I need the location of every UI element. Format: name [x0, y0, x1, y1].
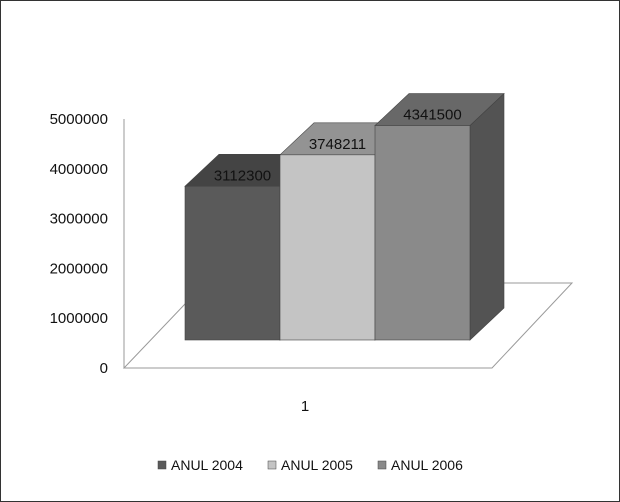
legend-swatch	[377, 460, 387, 470]
bar-side-face	[469, 92, 505, 341]
y-tick-label: 5000000	[50, 111, 108, 128]
y-tick-label: 1000000	[50, 310, 108, 327]
legend-item: ANUL 2004	[157, 457, 243, 473]
y-tick-label: 4000000	[50, 161, 108, 178]
data-label: 4341500	[403, 107, 461, 124]
legend-label: ANUL 2005	[281, 457, 353, 473]
legend-item: ANUL 2005	[267, 457, 353, 473]
x-category-label: 1	[301, 398, 309, 415]
y-tick-label: 3000000	[50, 211, 108, 228]
legend-swatch	[267, 460, 277, 470]
bar-anul-2006	[374, 92, 505, 341]
bar-front-face	[374, 125, 471, 341]
y-tick-label: 0	[100, 360, 108, 377]
legend-label: ANUL 2006	[391, 457, 463, 473]
legend-item: ANUL 2006	[377, 457, 463, 473]
bar-front-face	[184, 185, 281, 341]
data-label: 3112300	[214, 167, 271, 184]
data-label: 3748211	[309, 136, 366, 153]
legend-swatch	[157, 460, 167, 470]
bar-front-face	[279, 154, 376, 341]
y-tick-label: 2000000	[50, 260, 108, 277]
legend-label: ANUL 2004	[171, 457, 243, 473]
